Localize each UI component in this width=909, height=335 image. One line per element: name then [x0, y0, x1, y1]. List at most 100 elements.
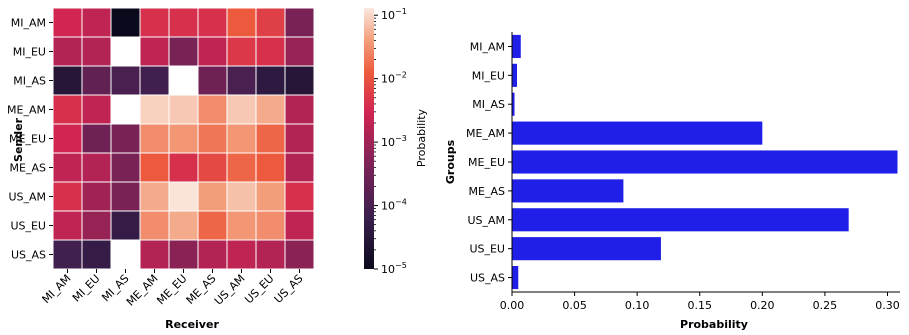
- bar-chart-x-tick-label: 0.05: [562, 299, 587, 312]
- bar: [512, 63, 518, 87]
- heatmap-cell: [81, 152, 112, 183]
- bar-chart-y-tick-label: US_AS: [470, 272, 505, 285]
- heatmap-row-label: ME_EU: [9, 133, 46, 146]
- colorbar-tick-label: 10−1: [381, 7, 407, 22]
- heatmap-cells: [52, 7, 315, 270]
- bar-chart-y-ticks: MI_AM MI_EU MI_AS ME_AM ME_EU ME_AS US_AM US_EU…: [466, 40, 512, 285]
- heatmap-cell: [139, 7, 170, 38]
- bar-chart-y-tick-label: MI_EU: [472, 69, 505, 82]
- heatmap-cell: [284, 181, 315, 212]
- heatmap-cell: [226, 65, 257, 96]
- bar: [512, 150, 898, 174]
- heatmap-chart: MI_AMMI_EUMI_ASME_AMME_EUME_ASUS_AMUS_EU…: [7, 7, 428, 331]
- heatmap-cell: [139, 65, 170, 96]
- heatmap-cell: [197, 239, 228, 270]
- heatmap-cell: [52, 65, 83, 96]
- heatmap-cell: [197, 181, 228, 212]
- heatmap-cell: [168, 94, 199, 125]
- heatmap-row-label: MI_EU: [13, 46, 46, 59]
- heatmap-cell: [226, 36, 257, 67]
- heatmap-cell: [52, 123, 83, 154]
- heatmap-cell: [110, 65, 141, 96]
- colorbar-tick-label: 10−5: [381, 261, 407, 276]
- heatmap-row-label: MI_AS: [13, 75, 46, 88]
- heatmap-cell: [255, 7, 286, 38]
- bar-chart: MI_AM MI_EU MI_AS ME_AM ME_EU ME_AS US_AM US_EU…: [444, 32, 900, 331]
- heatmap-cell: [255, 65, 286, 96]
- heatmap-cell: [81, 239, 112, 270]
- heatmap-cell: [110, 7, 141, 38]
- bar: [512, 121, 763, 145]
- heatmap-column-label: ME_AM: [124, 272, 161, 309]
- bar-chart-xlabel: Probability: [680, 318, 748, 331]
- bar-chart-y-tick-label: MI_AS: [472, 98, 505, 111]
- bar-chart-y-tick-label: US_EU: [469, 243, 505, 256]
- heatmap-row-label: ME_AS: [10, 162, 46, 175]
- heatmap-row-label: ME_AM: [7, 104, 46, 117]
- heatmap-column-label: MI_AM: [39, 272, 73, 306]
- heatmap-row-label: US_AS: [11, 249, 46, 262]
- bar: [512, 92, 515, 116]
- heatmap-cell: [255, 181, 286, 212]
- heatmap-cell: [168, 181, 199, 212]
- heatmap-cell: [168, 36, 199, 67]
- heatmap-cell: [139, 152, 170, 183]
- heatmap-cell: [255, 239, 286, 270]
- heatmap-cell: [284, 65, 315, 96]
- heatmap-cell: [139, 94, 170, 125]
- heatmap-cell: [197, 36, 228, 67]
- heatmap-cell: [226, 123, 257, 154]
- colorbar: [364, 8, 374, 269]
- heatmap-cell: [52, 7, 83, 38]
- heatmap-cell: [52, 181, 83, 212]
- bar-chart-x-ticks: 0.00 0.05 0.10 0.15 0.20 0.25 0.30: [500, 292, 900, 312]
- heatmap-cell: [226, 181, 257, 212]
- bar-chart-ylabel: Groups: [444, 139, 457, 184]
- heatmap-cell: [168, 123, 199, 154]
- heatmap-cell: [110, 94, 141, 125]
- heatmap-cell: [284, 7, 315, 38]
- heatmap-cell: [52, 152, 83, 183]
- heatmap-cell: [81, 181, 112, 212]
- heatmap-cell: [168, 239, 199, 270]
- heatmap-column-label: US_AM: [212, 272, 248, 308]
- bar-chart-x-tick-label: 0.20: [750, 299, 775, 312]
- heatmap-cell: [110, 210, 141, 241]
- heatmap-cell: [255, 210, 286, 241]
- heatmap-cell: [168, 65, 199, 96]
- heatmap-cell: [110, 181, 141, 212]
- heatmap-cell: [284, 123, 315, 154]
- heatmap-cell: [52, 36, 83, 67]
- heatmap-cell: [52, 239, 83, 270]
- heatmap-row-labels: MI_AM MI_EU MI_AS ME_AM ME_EU ME_AS US_AM US_EU…: [7, 17, 53, 262]
- bar: [512, 34, 521, 58]
- colorbar-tick-label: 10−3: [381, 134, 407, 149]
- heatmap-cell: [284, 152, 315, 183]
- heatmap-cell: [81, 7, 112, 38]
- bar-chart-x-tick-label: 0.00: [500, 299, 525, 312]
- colorbar-tick-label: 10−2: [381, 71, 407, 86]
- bar-chart-x-tick-label: 0.25: [813, 299, 838, 312]
- heatmap-column-labels: MI_AMMI_EUMI_ASME_AMME_EUME_ASUS_AMUS_EU…: [39, 269, 306, 309]
- heatmap-cell: [139, 36, 170, 67]
- heatmap-cell: [168, 152, 199, 183]
- heatmap-cell: [110, 36, 141, 67]
- bar-chart-y-tick-label: ME_AS: [469, 185, 505, 198]
- heatmap-xlabel: Receiver: [165, 318, 219, 331]
- heatmap-row-label: MI_AM: [11, 17, 46, 30]
- bar-chart-y-tick-label: US_AM: [467, 214, 505, 227]
- bar: [512, 237, 661, 261]
- heatmap-column-label: ME_EU: [154, 272, 189, 307]
- heatmap-cell: [81, 210, 112, 241]
- heatmap-cell: [284, 94, 315, 125]
- heatmap-row-label: US_AM: [8, 191, 46, 204]
- colorbar-tick-label: 10−4: [381, 198, 407, 213]
- heatmap-cell: [255, 152, 286, 183]
- bar-chart-x-tick-label: 0.30: [875, 299, 900, 312]
- heatmap-cell: [81, 94, 112, 125]
- bar: [512, 179, 624, 203]
- heatmap-cell: [226, 210, 257, 241]
- heatmap-cell: [197, 94, 228, 125]
- heatmap-ylabel: Sender: [12, 117, 25, 162]
